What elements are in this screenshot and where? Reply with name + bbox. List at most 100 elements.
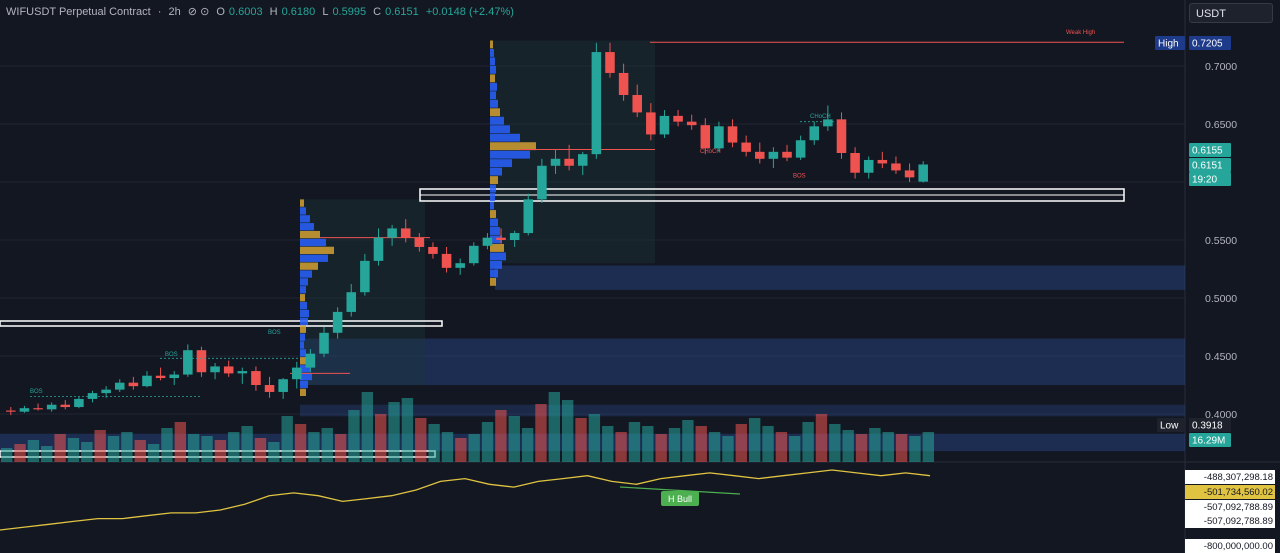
volume-bar <box>615 432 627 462</box>
interval-label[interactable]: 2h <box>168 6 181 18</box>
price-tick: 0.6500 <box>1205 119 1237 131</box>
volume-profile-bar <box>300 238 326 247</box>
volume-profile-bar <box>300 230 320 239</box>
candle-body <box>577 154 588 166</box>
bull-badge-label: H Bull <box>668 494 692 504</box>
volume-profile-bar <box>300 207 306 215</box>
candle-body <box>223 366 234 374</box>
candle-body <box>332 311 343 333</box>
open-label: O <box>216 6 225 18</box>
candle-body <box>550 158 561 166</box>
candle-body <box>523 199 534 234</box>
volume-bar <box>228 432 240 462</box>
volume-bar <box>682 420 694 462</box>
demand-zone <box>300 338 1185 385</box>
volume-bar <box>708 432 721 462</box>
candle-body <box>292 367 302 380</box>
candle-body <box>251 371 261 385</box>
candle-body <box>441 253 452 268</box>
volume-profile-bar <box>490 133 520 142</box>
volume-value-tag: 16.29M <box>1192 436 1225 447</box>
volume-bar <box>94 430 106 462</box>
weak-high-label: Weak High <box>1066 30 1095 36</box>
volume-bar <box>602 426 614 462</box>
visibility-icon[interactable]: ⊘ ⊙ <box>187 6 210 18</box>
volume-bar <box>254 438 267 462</box>
volume-profile-bar <box>490 252 506 261</box>
price-tick: 0.5000 <box>1205 293 1237 305</box>
volume-profile-bar <box>300 223 314 231</box>
candle-body <box>646 112 656 135</box>
bos-label: BOS <box>165 352 178 358</box>
last-price-tag-bg <box>1189 143 1231 157</box>
price-tick: 0.7000 <box>1205 61 1237 73</box>
candle-body <box>210 366 220 373</box>
candle-body <box>33 408 43 410</box>
volume-profile-bar <box>490 82 497 91</box>
candle-body <box>114 382 125 390</box>
volume-profile-bar <box>490 142 536 151</box>
symbol-header: WIFUSDT Perpetual Contract · 2h ⊘ ⊙ O 0.6… <box>6 6 514 18</box>
volume-bar <box>855 434 868 462</box>
candle-body <box>346 292 357 312</box>
volume-bar <box>401 398 414 462</box>
symbol-name[interactable]: WIFUSDT Perpetual Contract <box>6 6 151 18</box>
volume-profile-bar <box>490 193 495 201</box>
candle-body <box>700 125 711 149</box>
candle-body <box>823 119 833 127</box>
volume-profile-bar <box>300 341 304 349</box>
candle-body <box>904 170 915 178</box>
candle-body <box>673 115 683 122</box>
volume-bar <box>308 432 320 462</box>
low-label-tag-bg <box>1157 418 1185 432</box>
volume-profile-bar <box>490 108 500 117</box>
volume-profile-bar <box>300 199 304 207</box>
candle-body <box>101 389 111 394</box>
volume-profile-bar <box>490 74 495 83</box>
volume-bar <box>655 434 667 462</box>
indicator-scale-bg <box>1185 500 1275 514</box>
candle-body <box>877 159 888 164</box>
bull-badge <box>661 491 699 506</box>
candle-body <box>741 142 751 152</box>
candle-body <box>618 72 629 95</box>
volume-bar <box>348 410 360 462</box>
candle-body <box>155 375 166 379</box>
volume-bar <box>789 436 801 462</box>
candle-body <box>264 385 275 392</box>
volume-bar <box>695 426 707 462</box>
volume-bar <box>14 444 26 462</box>
indicator-scale-value: -800,000,000.00 <box>1204 541 1273 552</box>
volume-profile-bar <box>490 91 496 100</box>
volume-bar <box>134 440 146 462</box>
candle-body <box>564 158 574 166</box>
candle-body <box>414 237 425 247</box>
low-label-tag: Low <box>1160 421 1179 432</box>
candle-body <box>768 151 779 159</box>
volume-bar <box>107 436 120 462</box>
candle-body <box>142 375 152 387</box>
volume-bar <box>441 432 454 462</box>
currency-unit-button[interactable]: USDT <box>1189 3 1273 23</box>
volume-bar <box>749 418 761 462</box>
volume-bar <box>668 428 681 462</box>
volume-bar <box>562 400 574 462</box>
open-value: 0.6003 <box>228 6 263 18</box>
volume-bar <box>588 414 601 462</box>
bos-label: BOS <box>268 330 281 336</box>
volume-profile-bar <box>300 317 308 326</box>
volume-profile-bar <box>490 176 498 185</box>
volume-bar <box>481 422 494 462</box>
indicator-scale-bg <box>1185 485 1275 499</box>
volume-bar <box>548 392 560 462</box>
volume-bar <box>521 428 534 462</box>
close-label: C <box>373 6 382 18</box>
low-value-tag-bg <box>1189 418 1231 432</box>
low-value-tag: 0.3918 <box>1192 421 1223 432</box>
volume-bar <box>214 440 227 462</box>
bos-label: BOS <box>30 389 43 395</box>
countdown-tag: 19:20 <box>1192 175 1217 186</box>
volume-profile-bar <box>490 57 495 66</box>
candle-body <box>428 246 438 254</box>
